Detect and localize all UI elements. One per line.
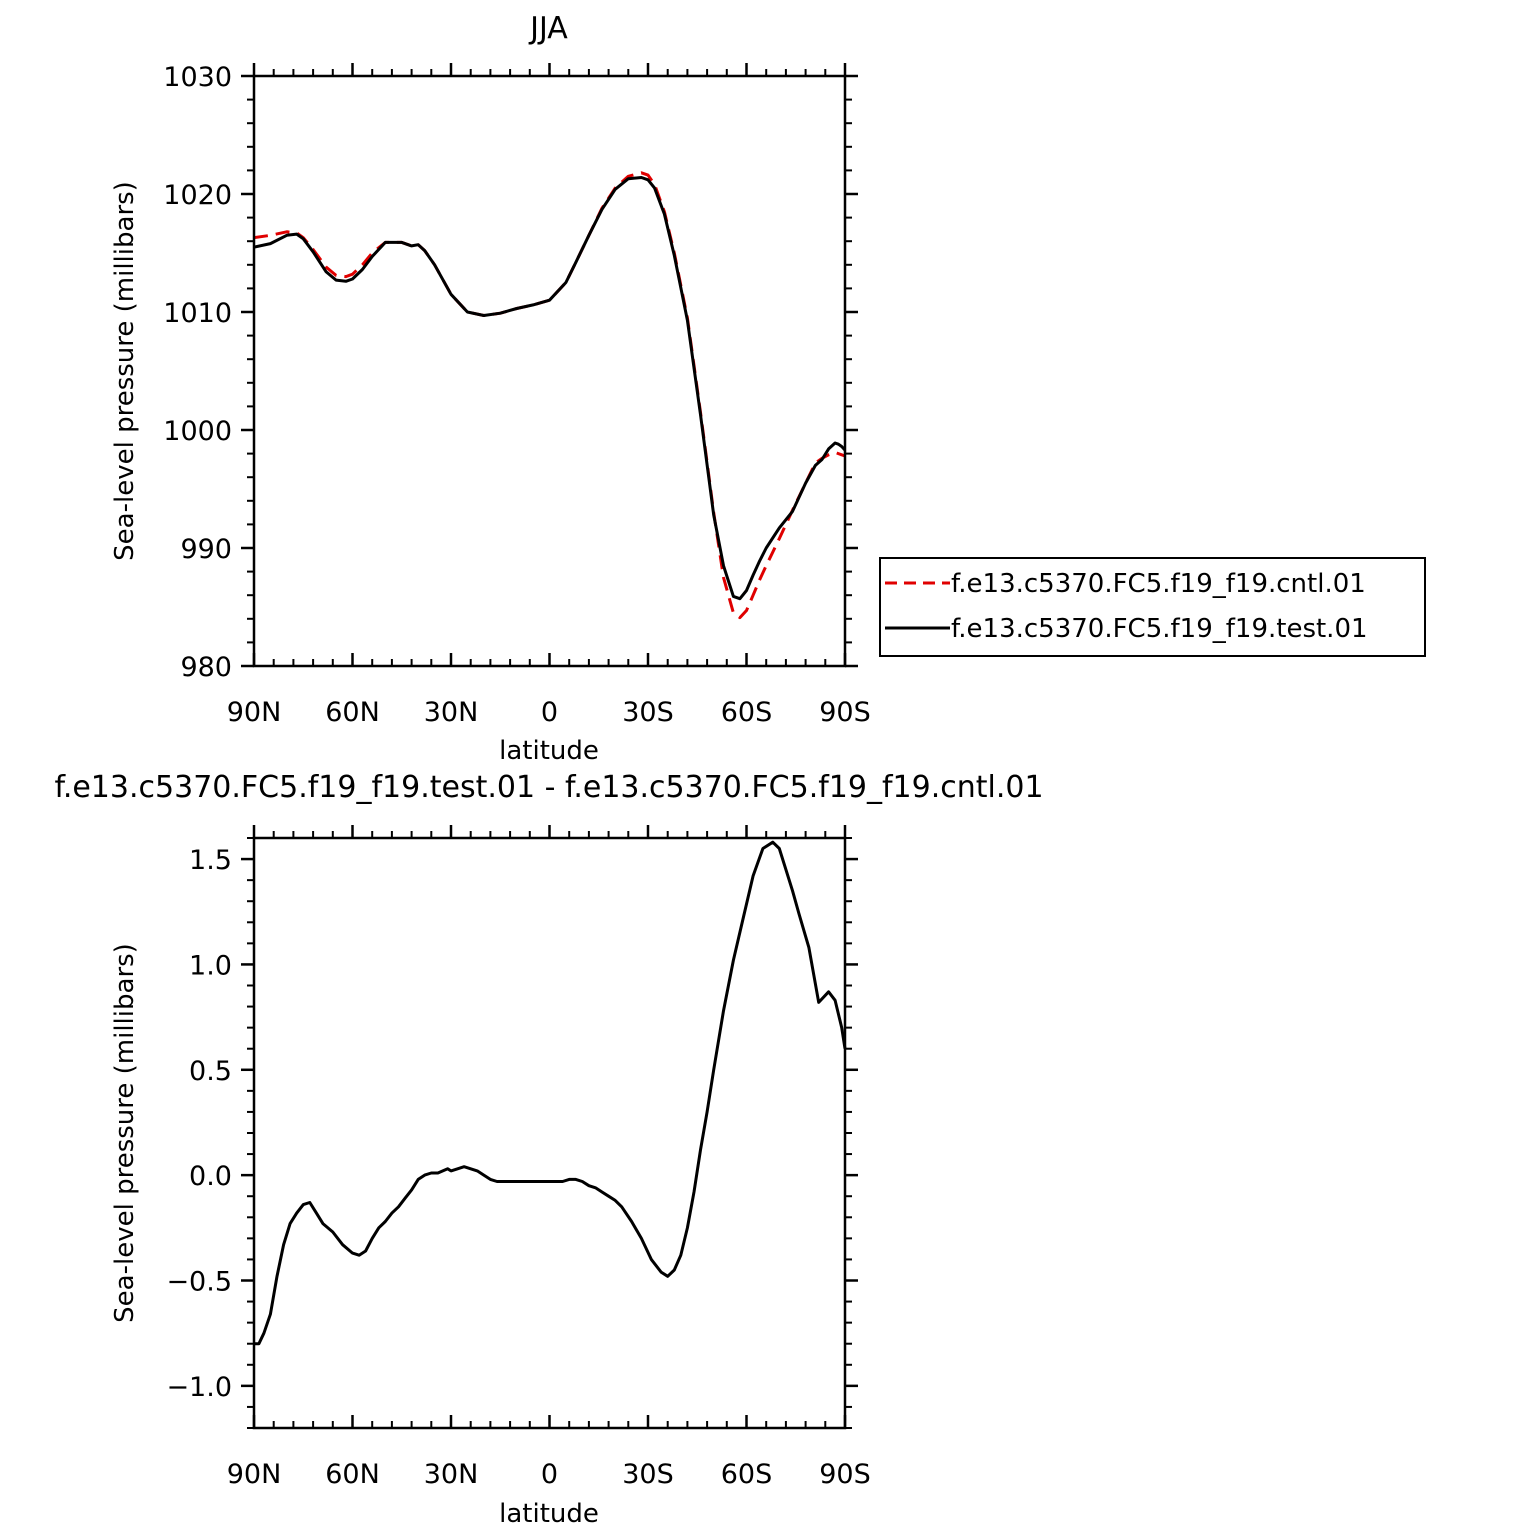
legend-entry-test: f.e13.c5370.FC5.f19_f19.test.01 bbox=[951, 614, 1368, 644]
x-tick-label: 60S bbox=[721, 1459, 773, 1490]
difference-chart-title: f.e13.c5370.FC5.f19_f19.test.01 - f.e13.… bbox=[54, 770, 1043, 805]
x-tick-label: 30N bbox=[424, 697, 479, 728]
x-tick-label: 90N bbox=[227, 1459, 282, 1490]
difference-series-line bbox=[254, 840, 847, 1346]
legend: f.e13.c5370.FC5.f19_f19.cntl.01 f.e13.c5… bbox=[879, 557, 1426, 657]
y-tick-label: 1010 bbox=[163, 298, 232, 329]
y-tick-label: 1030 bbox=[163, 62, 232, 93]
y-tick-label: 980 bbox=[180, 652, 232, 683]
x-tick-label: 0 bbox=[541, 697, 558, 728]
x-tick-label: 90S bbox=[819, 1459, 871, 1490]
x-axis-label: latitude bbox=[499, 736, 599, 766]
difference-tick-marks bbox=[241, 825, 858, 1429]
x-tick-label: 90N bbox=[227, 697, 282, 728]
difference-x-axis-label: latitude bbox=[499, 1499, 599, 1529]
x-tick-label: 30S bbox=[622, 1459, 674, 1490]
top-chart: JJA Sea-level pressure (millibars) latit… bbox=[110, 11, 1426, 766]
y-axis-label: Sea-level pressure (millibars) bbox=[110, 181, 140, 561]
y-tick-label: 1020 bbox=[163, 180, 232, 211]
x-tick-label: 60S bbox=[721, 697, 773, 728]
y-tick-label: 1.0 bbox=[189, 950, 232, 981]
tick-labels: 90N 60N 30N 0 30S 60S 90S 1030 1020 1010 1000 990 98… bbox=[163, 62, 870, 728]
x-tick-label: 60N bbox=[325, 1459, 380, 1490]
y-tick-label: 1.5 bbox=[189, 845, 232, 876]
y-tick-label: −1.0 bbox=[166, 1372, 232, 1403]
difference-tick-labels: 90N 60N 30N 0 30S 60S 90S 1.5 1.0 0.5 0.0 −0.5 −1.0 bbox=[166, 845, 870, 1490]
x-tick-label: 0 bbox=[541, 1459, 558, 1490]
y-tick-label: 1000 bbox=[163, 416, 232, 447]
tick-marks bbox=[241, 63, 858, 668]
difference-plot-frame bbox=[252, 836, 847, 1430]
x-tick-label: 30N bbox=[424, 1459, 479, 1490]
y-tick-label: −0.5 bbox=[166, 1267, 232, 1298]
series-line-cntl bbox=[253, 171, 846, 620]
series-line-test bbox=[253, 176, 847, 601]
difference-chart: f.e13.c5370.FC5.f19_f19.test.01 - f.e13.… bbox=[54, 770, 1043, 1529]
x-tick-label: 60N bbox=[325, 697, 380, 728]
x-tick-label: 30S bbox=[622, 697, 674, 728]
series-lines bbox=[253, 171, 847, 620]
y-tick-label: 0.5 bbox=[189, 1056, 232, 1087]
y-tick-label: 0.0 bbox=[189, 1161, 232, 1192]
series-line-difference bbox=[254, 840, 847, 1346]
y-tick-label: 990 bbox=[180, 534, 232, 565]
x-tick-label: 90S bbox=[819, 697, 871, 728]
legend-entry-cntl: f.e13.c5370.FC5.f19_f19.cntl.01 bbox=[951, 569, 1366, 599]
plot-frame bbox=[252, 74, 847, 668]
chart-title: JJA bbox=[528, 11, 568, 46]
difference-y-axis-label: Sea-level pressure (millibars) bbox=[110, 943, 140, 1323]
legend-box bbox=[879, 557, 1426, 657]
